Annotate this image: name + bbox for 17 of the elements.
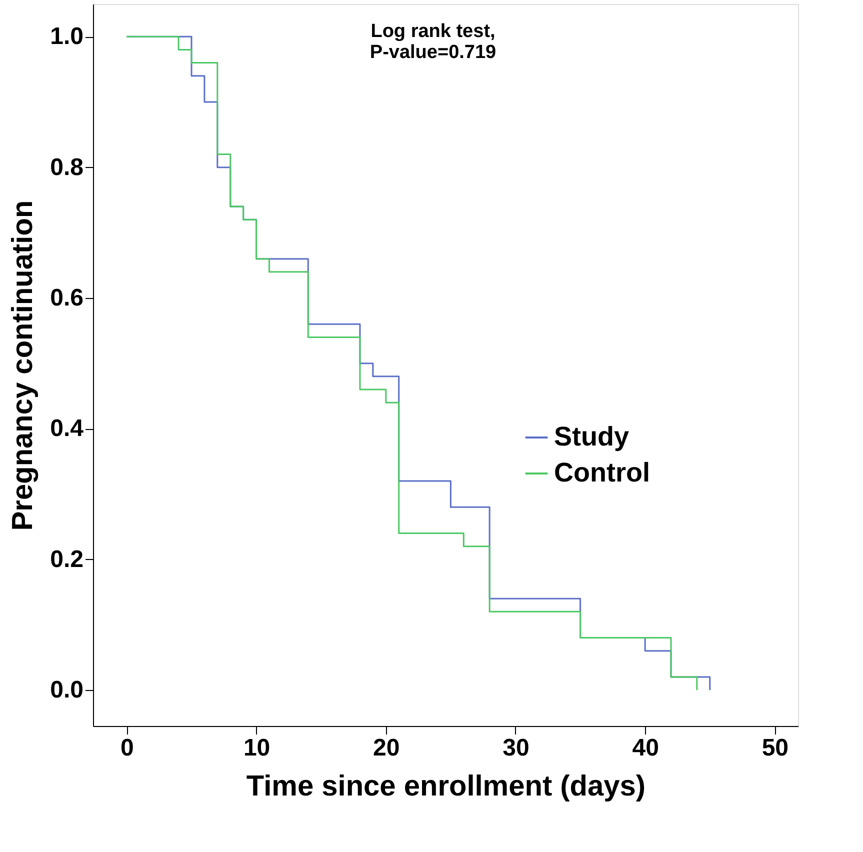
y-axis-title: Pregnancy continuation bbox=[7, 200, 40, 531]
legend-label: Study bbox=[554, 422, 630, 452]
x-tick-label: 30 bbox=[502, 734, 530, 762]
y-tick-label: 0.8 bbox=[50, 154, 84, 181]
legend-label: Control bbox=[554, 458, 650, 488]
x-tick-label: 20 bbox=[373, 734, 400, 762]
x-tick-label: 10 bbox=[243, 734, 270, 762]
x-tick-label: 0 bbox=[120, 734, 134, 762]
x-tick-label: 50 bbox=[762, 734, 789, 762]
y-tick-label: 0.2 bbox=[50, 546, 84, 573]
x-tick-label: 40 bbox=[632, 734, 659, 762]
annotation: Log rank test, P-value=0.719 bbox=[370, 21, 496, 63]
x-axis-title: Time since enrollment (days) bbox=[246, 770, 646, 802]
y-tick-label: 0.4 bbox=[50, 415, 84, 442]
y-tick-label: 0.0 bbox=[50, 676, 84, 704]
y-tick-label: 1.0 bbox=[50, 23, 84, 50]
y-tick-label: 0.6 bbox=[50, 284, 84, 312]
